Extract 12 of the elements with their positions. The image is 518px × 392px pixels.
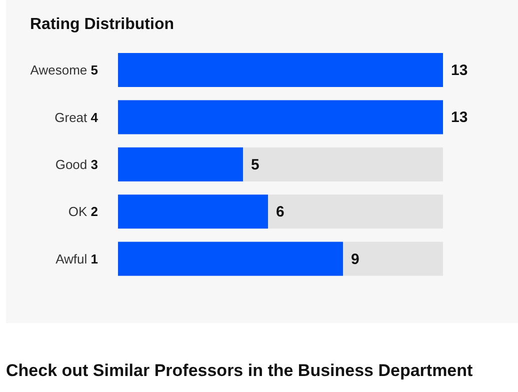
data-label: 13 (451, 109, 468, 126)
data-label: 5 (251, 156, 260, 174)
y-tick-label: Good 3 (55, 157, 98, 172)
y-tick-label: OK 2 (68, 204, 98, 220)
y-tick-label: Awesome 5 (30, 62, 98, 78)
data-label: 6 (276, 204, 284, 221)
text: Check out Similar Professors in the Business Department (6, 361, 473, 381)
y-tick-label: Awful 1 (56, 251, 98, 266)
data-label: 9 (351, 250, 360, 268)
chart-title: Rating Distribution (30, 16, 174, 34)
data-label: 13 (451, 62, 468, 79)
y-tick-label: Great 4 (54, 110, 99, 125)
